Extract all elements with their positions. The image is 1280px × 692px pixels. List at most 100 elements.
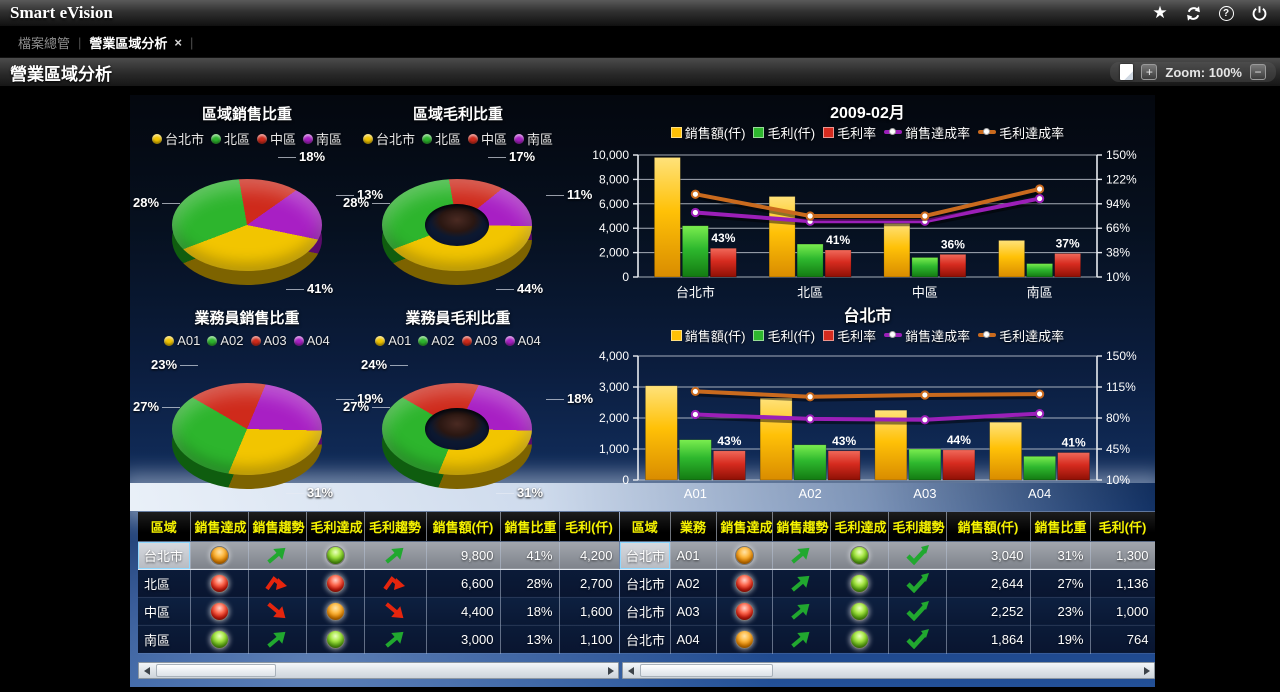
legend-item: A03 xyxy=(461,333,498,348)
svg-text:41%: 41% xyxy=(826,233,850,247)
pie-percent-label: 27% xyxy=(343,399,393,414)
column-header[interactable]: 銷售趨勢 xyxy=(248,512,307,542)
page-title: 營業區域分析 xyxy=(10,64,112,84)
column-header[interactable]: 銷售趨勢 xyxy=(772,512,831,542)
tab-separator: | xyxy=(190,34,194,50)
pie-slices[interactable] xyxy=(172,179,322,271)
document-icon[interactable] xyxy=(1120,64,1134,80)
cell-text: 1,136 xyxy=(1090,569,1155,598)
cell-text: 台北市 xyxy=(620,569,671,598)
table-header-row: 區域 業務 銷售達成 銷售趨勢 毛利達成 毛利趨勢 銷售額(仟) 銷售比重 毛利(仟) xyxy=(620,512,1155,542)
table-row[interactable]: 台北市 A01 3,040 31% 1,300 xyxy=(620,541,1155,570)
legend-item: A02 xyxy=(418,333,455,348)
column-header[interactable]: 銷售達成 xyxy=(190,512,249,542)
legend-dot-icon xyxy=(468,133,478,144)
power-icon[interactable] xyxy=(1250,4,1268,22)
combo-chart-plot: 0 10% 1,000 45% 2,000 80% 3,000 115% 4,000 150% 43… xyxy=(599,349,1137,501)
table-row[interactable]: 台北市 A02 2,644 27% 1,136 xyxy=(620,569,1155,598)
refresh-icon[interactable] xyxy=(1184,4,1202,22)
scrollbar-thumb[interactable] xyxy=(640,664,773,677)
pie-slices[interactable] xyxy=(172,383,322,475)
legend-dot-icon xyxy=(207,335,218,346)
chart-legend: 台北市 北區 中區 南區 xyxy=(130,129,364,148)
zoom-in-button[interactable]: + xyxy=(1141,64,1158,80)
svg-text:A04: A04 xyxy=(1028,486,1051,501)
svg-text:94%: 94% xyxy=(1106,197,1130,211)
column-header[interactable]: 毛利(仟) xyxy=(1090,512,1155,542)
column-header[interactable]: 銷售額(仟) xyxy=(946,512,1031,542)
scrollbar-thumb[interactable] xyxy=(156,664,276,677)
svg-text:0: 0 xyxy=(622,473,629,487)
chart-legend: 銷售額(仟) 毛利(仟) 毛利率 銷售達成率 毛利達成率 xyxy=(580,324,1155,346)
cell-text: 18% xyxy=(500,597,560,626)
tab-close-icon[interactable]: × xyxy=(174,34,183,50)
table-row[interactable]: 北區 6,600 28% 2,700 xyxy=(138,569,620,598)
tab-sales-region-analysis[interactable]: 營業區域分析 xyxy=(89,35,168,51)
legend-item: 毛利達成率 xyxy=(978,326,1064,345)
cell-text: 南區 xyxy=(138,625,191,654)
column-header[interactable]: 業務 xyxy=(670,512,717,542)
region-summary-table: 區域 銷售達成 銷售趨勢 毛利達成 毛利趨勢 銷售額(仟) 銷售比重 毛利(仟) 台北市 9,80… xyxy=(138,512,620,654)
right-table-hscrollbar[interactable] xyxy=(622,662,1155,679)
column-header[interactable]: 銷售達成 xyxy=(716,512,773,542)
tab-file-explorer[interactable]: 檔案總管 xyxy=(18,35,71,51)
chart-title: 業務員銷售比重 xyxy=(194,310,300,327)
pie-percent-label: 18% xyxy=(543,391,593,406)
zoom-out-button[interactable]: − xyxy=(1250,64,1266,80)
help-icon[interactable]: ? xyxy=(1217,4,1235,22)
column-header[interactable]: 毛利趨勢 xyxy=(364,512,427,542)
cell-text: 13% xyxy=(500,625,560,654)
green-status-light-icon xyxy=(830,569,889,598)
legend-item: 銷售額(仟) xyxy=(670,326,745,345)
svg-text:150%: 150% xyxy=(1106,148,1137,162)
legend-dot-icon xyxy=(375,335,386,346)
cell-text: 台北市 xyxy=(620,541,671,570)
svg-text:4,000: 4,000 xyxy=(599,349,629,363)
legend-item: 銷售額(仟) xyxy=(670,123,745,142)
pie-percent-label: 11% xyxy=(543,187,592,202)
svg-text:2,000: 2,000 xyxy=(599,411,629,425)
scroll-right-arrow-icon[interactable] xyxy=(603,663,618,678)
cell-text: 9,800 xyxy=(426,541,501,570)
up-trend-arrow-icon xyxy=(364,541,427,570)
scroll-left-arrow-icon[interactable] xyxy=(623,663,638,678)
legend-line-icon xyxy=(884,128,903,135)
dashboard-stage: 區域銷售比重 台北市 北區 中區 南區 41% 28% 18% 13% 區域毛利比重 台北市 北區中… xyxy=(0,86,1280,692)
cell-text: 台北市 xyxy=(138,541,191,570)
check-trend-arrow-icon xyxy=(888,569,947,598)
column-header[interactable]: 毛利趨勢 xyxy=(888,512,947,542)
page-title-bar: 營業區域分析 + Zoom: 100% − xyxy=(0,57,1280,86)
svg-text:43%: 43% xyxy=(832,434,856,448)
legend-dot-icon xyxy=(151,133,162,144)
table-row[interactable]: 中區 4,400 18% 1,600 xyxy=(138,597,620,626)
cell-text: 台北市 xyxy=(620,625,671,654)
column-header[interactable]: 銷售比重 xyxy=(1030,512,1091,542)
column-header[interactable]: 區域 xyxy=(138,512,191,542)
column-header[interactable]: 毛利(仟) xyxy=(559,512,620,542)
table-row[interactable]: 台北市 9,800 41% 4,200 xyxy=(138,541,620,570)
column-header[interactable]: 區域 xyxy=(620,512,671,542)
legend-item: 銷售達成率 xyxy=(884,326,970,345)
table-row[interactable]: 台北市 A04 1,864 19% 764 xyxy=(620,625,1155,654)
legend-item: 毛利(仟) xyxy=(753,123,815,142)
svg-text:2,000: 2,000 xyxy=(599,246,629,260)
legend-dot-icon xyxy=(504,335,515,346)
column-header[interactable]: 毛利達成 xyxy=(306,512,365,542)
left-table-hscrollbar[interactable] xyxy=(138,662,619,679)
svg-text:122%: 122% xyxy=(1106,172,1137,186)
column-header[interactable]: 毛利達成 xyxy=(830,512,889,542)
star-icon[interactable]: ★ xyxy=(1152,3,1168,22)
chart-month-combo: 2009-02月 銷售額(仟) 毛利(仟) 毛利率 銷售達成率 毛利達成率 0 10% 2,00… xyxy=(580,99,1155,312)
chart-taipei-combo: 台北市 銷售額(仟) 毛利(仟) 毛利率 銷售達成率 毛利達成率 0 10% 1,000 45% 2… xyxy=(580,302,1155,515)
legend-item: A01 xyxy=(375,333,411,348)
table-row[interactable]: 南區 3,000 13% 1,100 xyxy=(138,625,620,654)
svg-text:10%: 10% xyxy=(1106,473,1130,487)
pie-percent-label: 41% xyxy=(283,281,333,296)
column-header[interactable]: 銷售額(仟) xyxy=(426,512,501,542)
scroll-right-arrow-icon[interactable] xyxy=(1139,663,1154,678)
legend-item: 南區 xyxy=(514,129,553,148)
legend-item: 北區 xyxy=(421,129,461,148)
table-row[interactable]: 台北市 A03 2,252 23% 1,000 xyxy=(620,597,1155,626)
scroll-left-arrow-icon[interactable] xyxy=(139,663,154,678)
column-header[interactable]: 銷售比重 xyxy=(500,512,560,542)
